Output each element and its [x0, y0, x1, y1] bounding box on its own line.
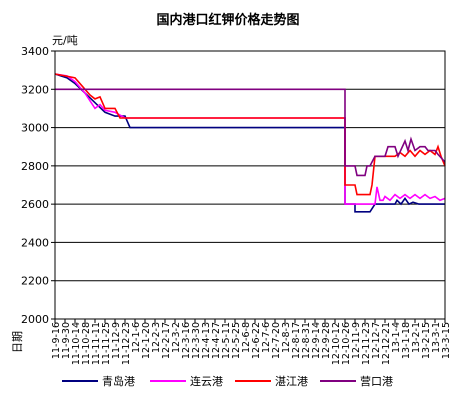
y-tick-label: 2200 — [21, 275, 49, 288]
x-tick-label: 12-9-28 — [321, 322, 332, 359]
series-line-2 — [54, 73, 446, 196]
x-tick-label: 12-8-31 — [301, 322, 312, 359]
legend: 青岛港 连云港 湛江港 营口港 — [62, 374, 393, 388]
x-tick-label: 12-3-30 — [191, 322, 202, 359]
x-tick-label: 12-2-17 — [161, 322, 172, 359]
x-tick-label: 13-2-15 — [421, 322, 432, 359]
x-tick-label: 12-2-3 — [151, 322, 162, 353]
series-line-0 — [54, 73, 445, 213]
x-tick-label: 12-9-14 — [311, 322, 322, 359]
plot-area-frame — [54, 50, 446, 320]
x-tick-label: 11-9-30 — [61, 322, 72, 359]
x-tick-label: 12-7-20 — [271, 322, 282, 359]
x-tick-label: 12-6-8 — [241, 322, 252, 353]
x-tick-label: 13-3-15 — [441, 322, 452, 359]
x-tick-label: 12-8-17 — [291, 322, 302, 359]
x-tick-label: 12-4-13 — [201, 322, 212, 359]
legend-label-1: 连云港 — [190, 375, 223, 388]
x-tick-label: 12-10-26 — [341, 322, 352, 365]
y-tick-label: 2600 — [21, 198, 49, 211]
x-tick-label: 12-8-3 — [281, 322, 292, 353]
x-tick-label: 12-3-2 — [171, 322, 182, 353]
x-tick-label: 11-9-16 — [51, 322, 62, 359]
x-tick-labels: 11-9-16 11-9-30 11-10-14 11-10-28 11-11-11 11… — [51, 319, 452, 365]
series-line-1 — [54, 73, 446, 205]
y-tick-labels: 2000 2200 2400 2600 2800 3000 3200 3400 — [21, 45, 55, 326]
x-tick-label: 12-12-21 — [381, 322, 392, 365]
series-lines — [54, 73, 446, 213]
x-tick-label: 12-11-9 — [351, 322, 362, 359]
x-tick-label: 12-6-22 — [251, 322, 262, 359]
x-tick-label: 11-10-28 — [81, 322, 92, 365]
x-tick-label: 13-1-4 — [391, 322, 402, 353]
x-tick-label: 12-10-12 — [331, 322, 342, 365]
y-tick-label: 3200 — [21, 83, 49, 96]
legend-label-0: 青岛港 — [102, 374, 135, 388]
x-tick-label: 11-12-9 — [111, 322, 122, 359]
x-tick-label: 11-11-25 — [101, 322, 112, 365]
y-tick-label: 2000 — [21, 313, 49, 326]
x-tick-label: 11-12-23 — [121, 322, 132, 365]
x-tick-label: 12-11-23 — [361, 322, 372, 365]
x-tick-label: 12-4-27 — [211, 322, 222, 359]
x-tick-label: 11-11-11 — [91, 322, 102, 365]
legend-label-3: 营口港 — [360, 374, 393, 388]
legend-label-2: 湛江港 — [275, 375, 308, 388]
y-axis-label: 元/吨 — [52, 34, 78, 47]
y-tick-label: 3000 — [21, 122, 49, 135]
x-axis-label: 日期 — [11, 331, 24, 353]
x-tick-label: 12-3-16 — [181, 322, 192, 359]
x-tick-label: 12-1-20 — [141, 322, 152, 359]
x-tick-label: 12-12-7 — [371, 322, 382, 359]
x-tick-label: 12-5-25 — [231, 322, 242, 359]
y-tick-label: 2800 — [21, 160, 49, 173]
x-tick-label: 13-3-1 — [431, 322, 442, 353]
x-tick-label: 13-1-18 — [401, 322, 412, 359]
series-line-3 — [55, 88, 446, 177]
x-tick-label: 12-1-6 — [131, 322, 142, 353]
x-tick-label: 12-7-6 — [261, 322, 272, 353]
y-tick-label: 3400 — [21, 45, 49, 58]
chart-title: 国内港口红钾价格走势图 — [156, 12, 299, 28]
x-tick-label: 11-10-14 — [71, 322, 82, 365]
y-tick-label: 2400 — [21, 236, 49, 249]
x-tick-label: 12-5-11 — [221, 322, 232, 359]
x-tick-label: 13-2-1 — [411, 322, 422, 353]
